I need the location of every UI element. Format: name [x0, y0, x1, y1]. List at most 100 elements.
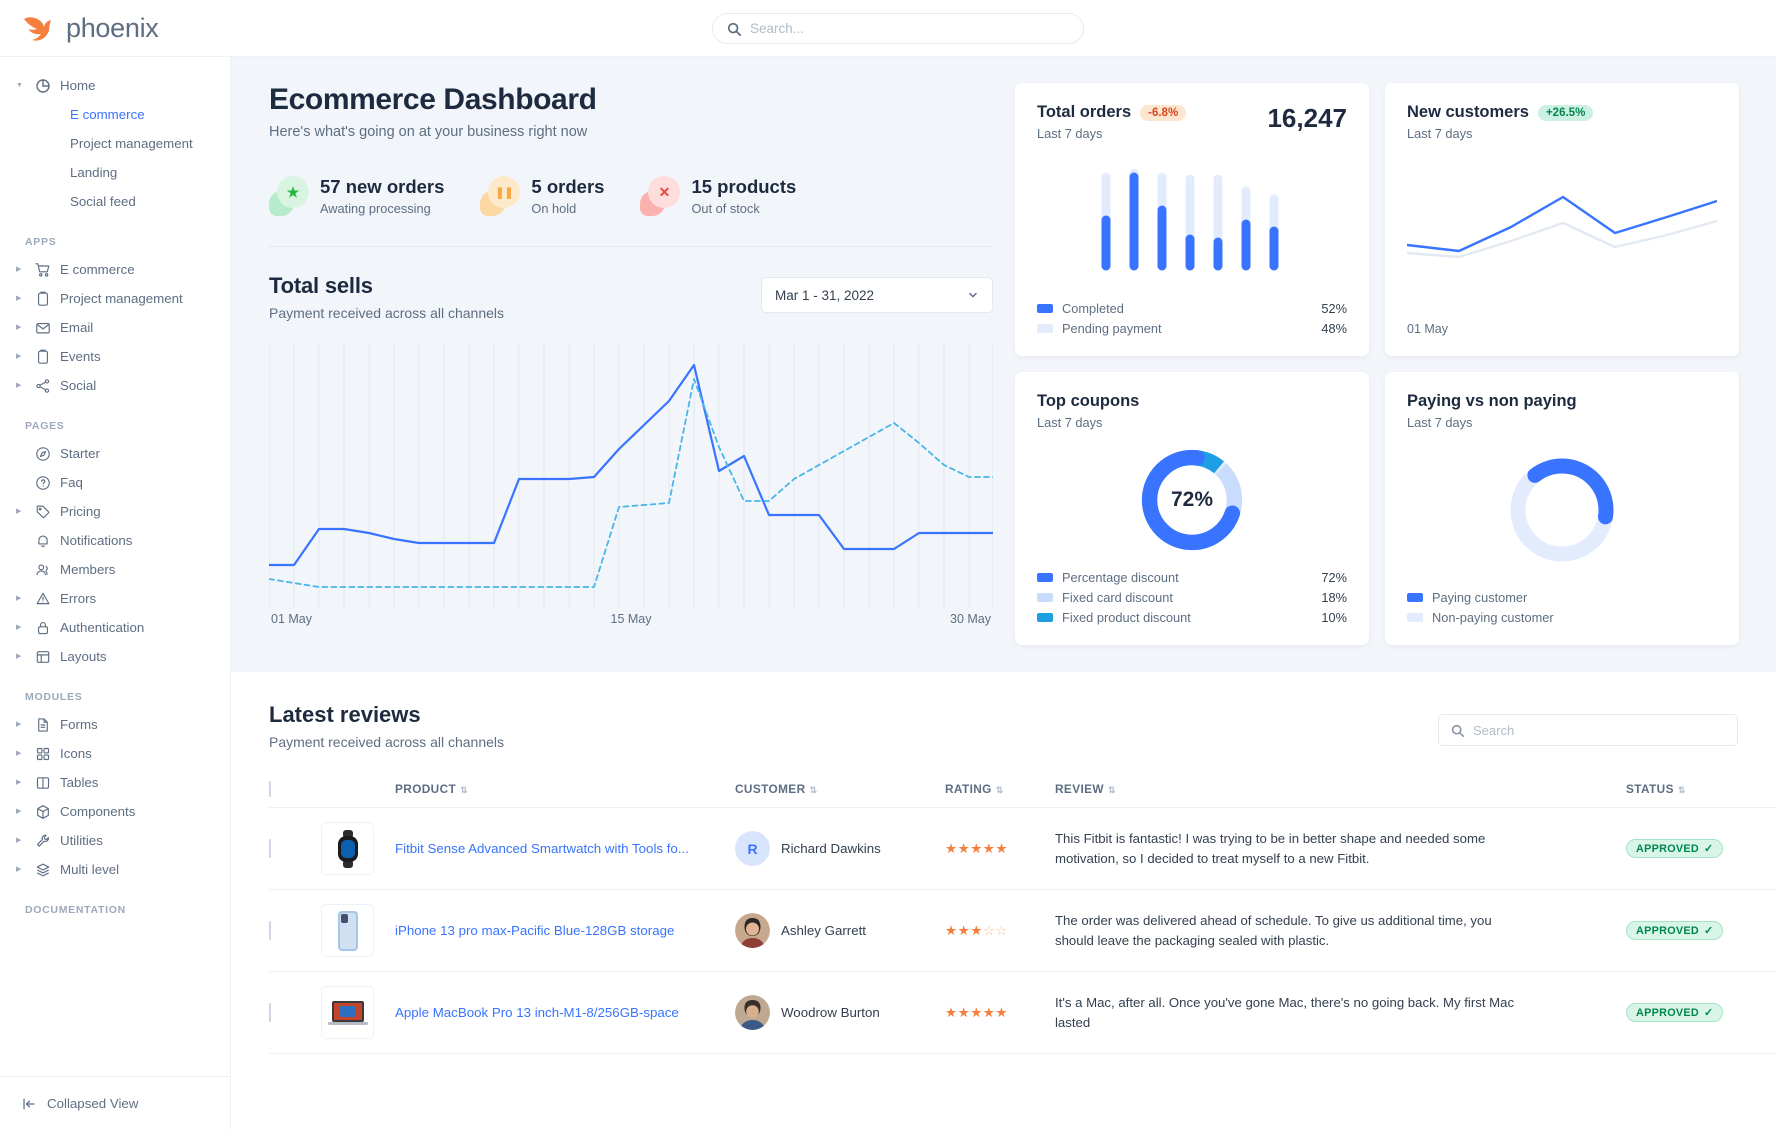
total-sells-x-axis: 01 May 15 May 30 May [269, 612, 993, 626]
sidebar-item-apps-ecommerce[interactable]: E commerce [0, 255, 230, 284]
sidebar-item-starter-label: Starter [60, 446, 100, 461]
stat-on-hold-title: 5 orders [531, 176, 605, 197]
select-all-checkbox[interactable] [269, 781, 271, 797]
sidebar-item-project-management[interactable]: Project management [0, 129, 230, 158]
document-icon [34, 716, 51, 733]
sidebar-item-faq[interactable]: Faq [0, 468, 230, 497]
row-checkbox[interactable] [269, 920, 271, 940]
stat-on-hold[interactable]: ❚❚ 5 orders On hold [480, 176, 604, 216]
legend-value: 18% [1321, 590, 1347, 605]
sidebar-item-tables-label: Tables [60, 775, 99, 790]
sidebar-item-members[interactable]: Members [0, 555, 230, 584]
card-top-coupons[interactable]: Top coupons Last 7 days 72 [1015, 372, 1369, 645]
col-status[interactable]: STATUS ⇅ [1626, 772, 1776, 808]
sidebar-item-icons[interactable]: Icons [0, 739, 230, 768]
date-range-picker[interactable]: Mar 1 - 31, 2022 [761, 277, 993, 313]
main-content: Ecommerce Dashboard Here's what's going … [231, 57, 1776, 1130]
sidebar-item-home[interactable]: Home [0, 71, 230, 100]
sidebar-item-apps-email[interactable]: Email [0, 313, 230, 342]
sidebar-item-pricing[interactable]: Pricing [0, 497, 230, 526]
stat-out-of-stock[interactable]: ✕ 15 products Out of stock [640, 176, 796, 216]
row-select-cell [269, 971, 321, 1054]
sidebar-item-notifications-label: Notifications [60, 533, 133, 548]
brand-logo-area[interactable]: phoenix [0, 13, 262, 44]
search-icon [1451, 724, 1464, 737]
row-checkbox[interactable] [269, 838, 271, 858]
chevron-right-icon [16, 866, 25, 873]
legend-label: Pending payment [1062, 321, 1162, 336]
product-link[interactable]: Apple MacBook Pro 13 inch-M1-8/256GB-spa… [395, 1004, 679, 1020]
collapsed-view-toggle[interactable]: Collapsed View [0, 1076, 230, 1130]
sidebar-item-apps-project-management[interactable]: Project management [0, 284, 230, 313]
sidebar-item-landing-label: Landing [70, 165, 118, 180]
sidebar-item-starter[interactable]: Starter [0, 439, 230, 468]
sidebar-scroll-area[interactable]: Home E commerce Project management Landi… [0, 57, 230, 1076]
sidebar-item-e-commerce[interactable]: E commerce [0, 100, 230, 129]
col-review[interactable]: REVIEW ⇅ [1055, 772, 1626, 808]
top-coupons-center-value: 72% [1170, 488, 1214, 511]
rating-stars: ★★★★★ [945, 840, 1009, 856]
status-badge: APPROVED ✓ [1626, 921, 1724, 941]
global-search-box[interactable]: Search... [712, 13, 1084, 44]
sidebar-item-apps-events-label: Events [60, 349, 101, 364]
sidebar-item-layouts[interactable]: Layouts [0, 642, 230, 671]
chevron-right-icon [16, 837, 25, 844]
total-sells-chart[interactable]: 01 May 15 May 30 May [269, 343, 993, 633]
chevron-right-icon [16, 624, 25, 631]
sidebar-item-components[interactable]: Components [0, 797, 230, 826]
sidebar-item-notifications[interactable]: Notifications [0, 526, 230, 555]
row-product-cell: iPhone 13 pro max-Pacific Blue-128GB sto… [395, 889, 735, 972]
total-orders-title: Total orders [1037, 103, 1132, 121]
sidebar-item-landing[interactable]: Landing [0, 158, 230, 187]
page-title: Ecommerce Dashboard [269, 83, 597, 116]
row-checkbox[interactable] [269, 1002, 271, 1022]
shopping-cart-icon [34, 261, 51, 278]
box-icon [34, 803, 51, 820]
tag-icon [34, 503, 51, 520]
row-thumb-cell [321, 971, 395, 1054]
product-link[interactable]: iPhone 13 pro max-Pacific Blue-128GB sto… [395, 922, 675, 938]
stat-out-of-stock-desc: Out of stock [691, 201, 760, 216]
dashboard-top-section: Ecommerce Dashboard Here's what's going … [231, 57, 1776, 672]
card-new-customers[interactable]: New customers +26.5% Last 7 days 01 May [1385, 83, 1739, 356]
x-tick-mid: 15 May [610, 612, 652, 626]
sidebar-item-social-feed[interactable]: Social feed [0, 187, 230, 216]
reviews-search-input[interactable]: Search [1438, 714, 1738, 746]
col-customer[interactable]: CUSTOMER ⇅ [735, 772, 945, 808]
sidebar-item-multi-level[interactable]: Multi level [0, 855, 230, 884]
col-rating[interactable]: RATING ⇅ [945, 772, 1055, 808]
row-review-cell: It's a Mac, after all. Once you've gone … [1055, 971, 1626, 1054]
legend-label: Completed [1062, 301, 1124, 316]
sidebar-item-apps-social-label: Social [60, 378, 97, 393]
stat-new-orders-title: 57 new orders [320, 176, 445, 197]
table-row[interactable]: Apple MacBook Pro 13 inch-M1-8/256GB-spa… [269, 971, 1776, 1054]
sidebar-item-apps-events[interactable]: Events [0, 342, 230, 371]
row-status-cell: APPROVED ✓ [1626, 889, 1776, 972]
table-columns-icon [34, 774, 51, 791]
total-orders-header: Total orders -6.8% Last 7 days 16,247 [1037, 103, 1347, 141]
sidebar-item-forms[interactable]: Forms [0, 710, 230, 739]
product-link[interactable]: Fitbit Sense Advanced Smartwatch with To… [395, 840, 689, 856]
rating-stars: ★★★☆☆ [945, 922, 1009, 938]
top-navbar: phoenix Search... [0, 0, 1776, 57]
stat-new-orders[interactable]: ★ 57 new orders Awating processing [269, 176, 444, 216]
iphone-thumbnail-icon [321, 904, 374, 957]
card-paying-vs-non-paying[interactable]: Paying vs non paying Last 7 days [1385, 372, 1739, 645]
table-row[interactable]: Fitbit Sense Advanced Smartwatch with To… [269, 807, 1776, 890]
chevron-right-icon [16, 324, 25, 331]
card-total-orders[interactable]: Total orders -6.8% Last 7 days 16,247 [1015, 83, 1369, 356]
chevron-right-icon [16, 382, 25, 389]
legend-item: Non-paying customer [1407, 610, 1717, 625]
sidebar-item-errors[interactable]: Errors [0, 584, 230, 613]
sidebar-item-apps-social[interactable]: Social [0, 371, 230, 400]
col-product[interactable]: PRODUCT ⇅ [395, 772, 735, 808]
legend-label: Percentage discount [1062, 570, 1179, 585]
sidebar-item-utilities[interactable]: Utilities [0, 826, 230, 855]
review-text: The order was delivered ahead of schedul… [1055, 913, 1492, 948]
table-row[interactable]: iPhone 13 pro max-Pacific Blue-128GB sto… [269, 889, 1776, 972]
chevron-right-icon [16, 508, 25, 515]
sidebar-item-members-label: Members [60, 562, 116, 577]
brand-name: phoenix [66, 12, 159, 43]
sidebar-item-tables[interactable]: Tables [0, 768, 230, 797]
sidebar-item-authentication[interactable]: Authentication [0, 613, 230, 642]
